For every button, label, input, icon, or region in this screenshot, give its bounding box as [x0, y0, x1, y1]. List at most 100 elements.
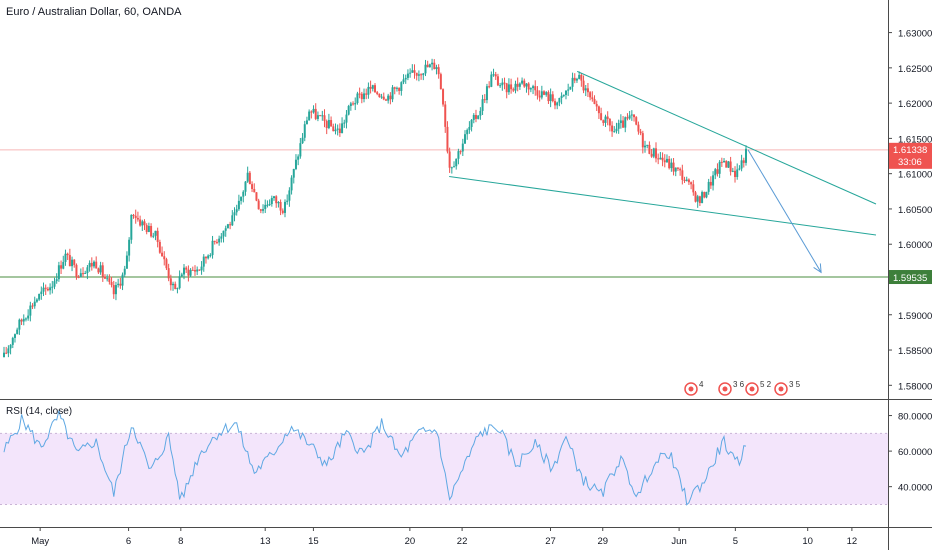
candle-body [692, 184, 695, 193]
candle-body [617, 123, 620, 129]
candle-body [101, 265, 104, 277]
candle-body [433, 62, 436, 70]
chart-title: Euro / Australian Dollar, 60, OANDA [6, 6, 182, 18]
candle-body [481, 99, 484, 111]
candle-body [297, 156, 300, 160]
candle-body [60, 265, 63, 269]
candle-body [718, 161, 721, 174]
candle-body [409, 72, 412, 74]
rsi-tick-label: 40.0000 [898, 483, 932, 494]
candle-body [523, 80, 526, 87]
candle-body [690, 182, 693, 185]
current-price-label: 1.61338 [893, 145, 927, 156]
candle-body [202, 256, 205, 267]
candle-body [86, 267, 89, 274]
candle-body [371, 85, 374, 89]
candle-body [514, 83, 517, 91]
candle-body [538, 95, 541, 98]
event-badge: 3 6 [718, 380, 745, 396]
candle-body [308, 111, 311, 121]
candle-body [490, 74, 493, 87]
candle-body [16, 329, 19, 335]
candle-body [310, 111, 313, 113]
candle-body [209, 255, 212, 257]
candle-body [13, 334, 16, 338]
support-badge [889, 270, 932, 285]
time-tick-label: Jun [671, 536, 686, 547]
candle-body [40, 291, 43, 295]
candle-body [529, 88, 532, 90]
candle-body [518, 83, 521, 87]
candle-body [635, 117, 638, 125]
candle-body [231, 215, 234, 226]
candle-body [290, 177, 293, 191]
candle-body [327, 120, 330, 129]
candle-body [161, 252, 164, 257]
time-tick-label: May [31, 536, 49, 547]
candle-body [294, 159, 297, 169]
candle-body [485, 86, 488, 101]
candle-body [391, 87, 394, 100]
candle-body [165, 259, 168, 269]
candle-body [213, 240, 216, 242]
time-tick-label: 6 [126, 536, 131, 547]
candle-body [417, 74, 420, 76]
candle-body [549, 94, 552, 102]
candle-body [31, 305, 34, 307]
candle-body [77, 276, 80, 278]
price-tick-label: 1.61500 [898, 134, 932, 145]
candle-body [734, 170, 737, 177]
event-count: 3 6 [733, 380, 745, 389]
projection-arrow [747, 149, 822, 273]
candle-body [608, 118, 611, 126]
candle-body [55, 279, 58, 282]
candle-body [51, 286, 54, 288]
candle-body [615, 128, 618, 132]
event-flag-dot [749, 386, 755, 392]
candle-body [44, 287, 47, 289]
candle-body [400, 82, 403, 91]
candle-body [624, 117, 627, 128]
candle-body [193, 270, 196, 272]
candle-body [424, 64, 427, 74]
candle-body [657, 158, 660, 160]
rsi-title: RSI (14, close) [6, 406, 73, 417]
price-tick-label: 1.62000 [898, 99, 932, 110]
candle-body [145, 225, 148, 232]
price-tick-label: 1.60500 [898, 205, 932, 216]
candle-body [3, 352, 5, 358]
candle-body [79, 273, 82, 278]
candle-body [676, 167, 679, 169]
countdown-label: 33:06 [898, 157, 922, 168]
candle-body [114, 285, 117, 295]
candle-body [303, 124, 306, 138]
candle-body [633, 114, 636, 118]
candle-body [240, 196, 243, 201]
candle-body [332, 126, 335, 132]
candle-body [562, 94, 565, 96]
candle-body [683, 179, 686, 181]
candle-body [319, 115, 322, 117]
candle-body [738, 168, 741, 170]
candle-body [494, 74, 497, 77]
candle-body [606, 116, 609, 119]
candle-body [9, 344, 12, 349]
event-count: 3 5 [789, 380, 801, 389]
event-badge: 4 [684, 380, 704, 396]
candle-body [573, 77, 576, 81]
candle-body [464, 134, 467, 144]
candle-body [172, 283, 175, 286]
candle-body [611, 125, 614, 132]
candle-body [200, 266, 203, 271]
candle-body [567, 89, 570, 91]
candle-body [7, 348, 10, 354]
candle-body [93, 261, 96, 267]
candle-body [147, 225, 150, 232]
candle-body [373, 85, 376, 93]
candle-body [196, 269, 199, 272]
candle-body [665, 158, 668, 163]
candle-body [439, 74, 442, 90]
candle-body [712, 175, 715, 186]
